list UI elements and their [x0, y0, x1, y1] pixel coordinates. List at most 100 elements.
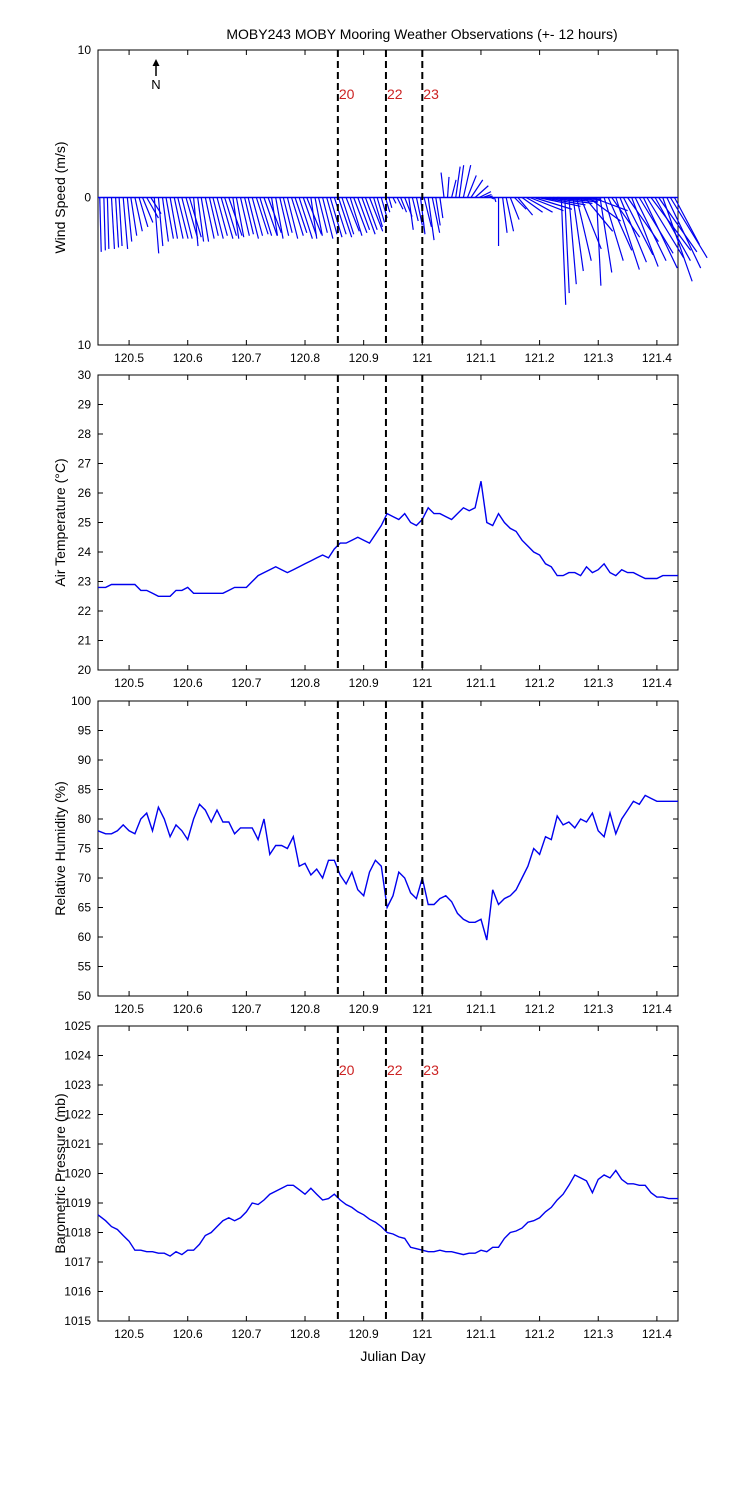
y-tick-label: 24: [78, 545, 92, 559]
wind-stick: [232, 197, 240, 239]
wind-stick: [270, 197, 279, 236]
y-tick-label: 0: [84, 191, 91, 205]
x-tick-label: 120.9: [349, 351, 379, 365]
x-tick-label: 121: [412, 1327, 432, 1341]
x-tick-label: 121: [412, 676, 432, 690]
barometric-pressure-series-line: [97, 1169, 678, 1257]
wind-stick: [478, 191, 492, 199]
wind-stick: [216, 197, 228, 236]
wind-stick: [646, 197, 685, 259]
wind-stick: [673, 197, 701, 245]
y-tick-label: 1022: [64, 1108, 91, 1122]
relative-humidity-y-axis-title: Relative Humidity (%): [52, 781, 68, 916]
wind-stick: [575, 197, 592, 261]
y-tick-label: 22: [78, 604, 92, 618]
wind-stick: [502, 197, 508, 233]
y-tick-label: 1025: [64, 1019, 91, 1033]
relative-humidity-panel: 120.5 120.6 120.7 120.8 120.9 121 121.1 121.2 12…: [52, 694, 679, 1016]
wind-stick: [114, 197, 120, 248]
wind-stick: [392, 197, 397, 204]
y-tick-label: 25: [78, 516, 92, 530]
wind-stick: [200, 197, 210, 242]
wind-stick: [118, 197, 123, 247]
y-tick-label: 10: [78, 43, 92, 57]
wind-stick: [173, 197, 184, 239]
wind-stick: [376, 197, 386, 223]
wind-stick: [282, 197, 293, 233]
barometric-pressure-y-axis-title: Barometric Pressure (mb): [52, 1093, 68, 1253]
wind-stick: [290, 197, 304, 236]
x-tick-label: 120.6: [173, 351, 203, 365]
x-tick-label: 120.7: [231, 1002, 261, 1016]
event-marker-label: 23: [423, 1062, 439, 1078]
wind-stick: [161, 197, 169, 242]
x-tick-label: 120.7: [231, 676, 261, 690]
wind-stick: [451, 179, 457, 198]
wind-stick: [326, 197, 338, 235]
y-tick-label: 1024: [64, 1049, 91, 1063]
x-tick-label: 120.8: [290, 1327, 320, 1341]
event-marker-label: 22: [387, 1062, 403, 1078]
wind-stick: [642, 197, 678, 269]
x-tick-label: 121.2: [525, 1327, 555, 1341]
wind-stick: [455, 166, 461, 198]
wind-stick: [521, 197, 543, 213]
x-tick-label: 121.1: [466, 1327, 496, 1341]
wind-stick: [247, 197, 260, 239]
wind-stick: [146, 197, 159, 219]
figure-title: MOBY243 MOBY Mooring Weather Observation…: [226, 26, 617, 42]
wind-stick: [458, 165, 465, 198]
wind-stick: [110, 197, 116, 249]
wind-stick: [650, 197, 692, 251]
wind-stick: [204, 197, 215, 239]
wind-stick: [138, 197, 149, 228]
x-tick-label: 121.2: [525, 1002, 555, 1016]
wind-stick: [517, 197, 534, 216]
x-tick-label: 120.8: [290, 676, 320, 690]
x-tick-label: 121.3: [583, 351, 613, 365]
x-tick-label: 121.3: [583, 1002, 613, 1016]
x-tick-label: 120.9: [349, 1327, 379, 1341]
wind-stick: [611, 197, 641, 238]
north-label: N: [151, 77, 160, 92]
x-tick-label: 121: [412, 351, 432, 365]
wind-stick: [185, 197, 199, 239]
y-tick-label: 10: [78, 338, 92, 352]
wind-stick: [142, 197, 154, 223]
x-tick-label: 120.6: [173, 1327, 203, 1341]
wind-stick: [427, 197, 435, 241]
wind-stick: [595, 197, 602, 286]
wind-stick: [368, 197, 384, 232]
y-tick-label: 100: [71, 694, 91, 708]
x-tick-label: 121.4: [642, 676, 672, 690]
x-tick-label: 121.1: [466, 676, 496, 690]
wind-stick: [192, 197, 199, 247]
y-tick-label: 28: [78, 427, 92, 441]
wind-stick: [341, 197, 355, 235]
wind-stick: [631, 197, 659, 267]
wind-stick: [126, 197, 133, 242]
x-tick-label: 120.5: [114, 1002, 144, 1016]
wind-stick: [157, 197, 164, 247]
wind-stick: [440, 172, 445, 198]
x-tick-label: 121.4: [642, 351, 672, 365]
wind-stick: [396, 197, 404, 210]
wind-stick: [220, 197, 234, 239]
wind-stick: [529, 196, 564, 212]
wind-stick: [279, 197, 290, 236]
wind-stick: [560, 197, 567, 305]
wind-stick: [259, 197, 273, 236]
x-tick-label: 121.2: [525, 351, 555, 365]
air-temperature-y-axis-title: Air Temperature (°C): [52, 458, 68, 586]
x-tick-label: 120.5: [114, 351, 144, 365]
wind-stick: [470, 179, 484, 198]
wind-stick: [587, 197, 621, 222]
wind-stick: [509, 197, 520, 220]
wind-stick: [505, 197, 515, 232]
wind-stick: [439, 197, 444, 219]
wind-stick: [251, 197, 264, 236]
wind-stick: [235, 197, 245, 238]
x-tick-label: 120.8: [290, 351, 320, 365]
x-tick-label: 121.1: [466, 351, 496, 365]
x-tick-label: 121.2: [525, 676, 555, 690]
